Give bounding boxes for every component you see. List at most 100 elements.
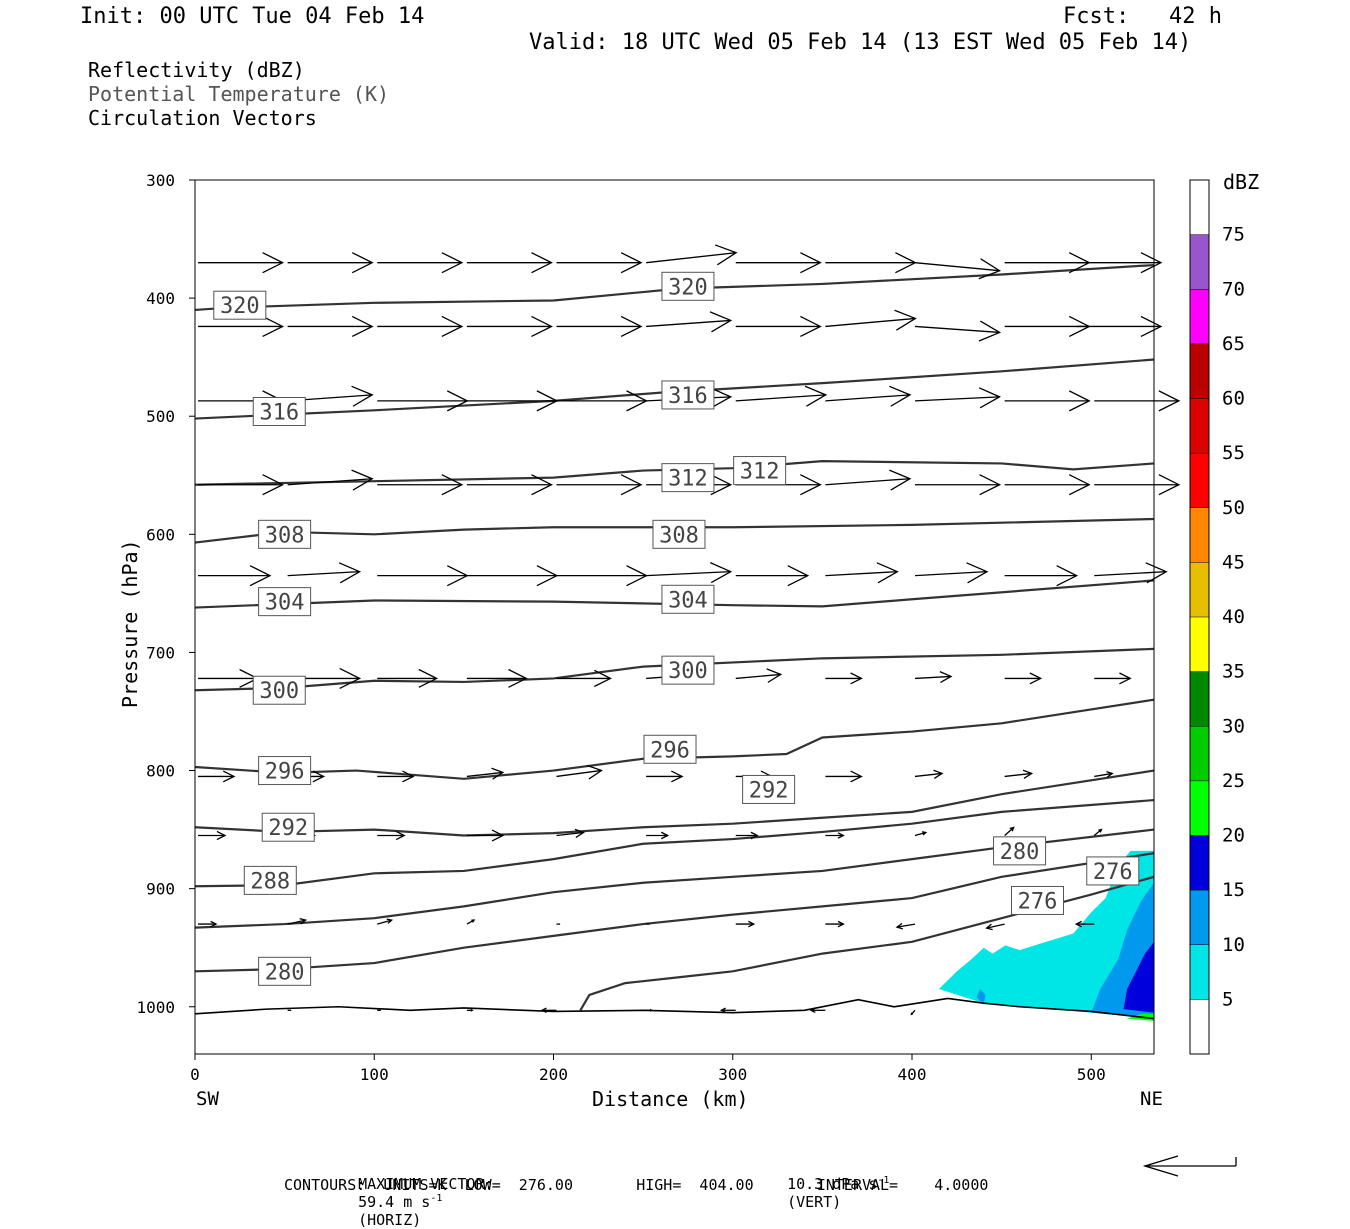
circulation-vector-head: [649, 1008, 653, 1012]
circulation-vector-head: [620, 315, 643, 338]
circulation-vector-head: [710, 387, 733, 409]
circulation-vector-head: [804, 385, 828, 407]
contour-label-box-312: [733, 456, 787, 486]
contour-label-box-300: [252, 675, 306, 705]
y-tick-label: 400: [146, 289, 175, 308]
circulation-vector-head: [837, 920, 845, 928]
circulation-vector-head: [1056, 565, 1079, 587]
contour-label-312: 312: [740, 460, 780, 485]
circulation-vector: [914, 396, 1000, 402]
contour-label-280: 280: [265, 960, 305, 985]
circulation-vector-head: [1158, 474, 1181, 496]
circulation-vector-head: [531, 252, 553, 274]
circulation-vector: [377, 919, 392, 925]
circulation-vector-head: [386, 918, 394, 924]
circulation-vector-head: [889, 385, 912, 407]
circulation-vector-head: [594, 669, 612, 688]
y-tick-label: 600: [146, 525, 175, 544]
contour-label-276: 276: [1018, 889, 1058, 914]
reflectivity-area-5: [938, 850, 1154, 1019]
contour-label-312: 312: [668, 467, 708, 492]
colorbar-segment: [1190, 453, 1209, 508]
vector-layer: [198, 244, 1181, 1016]
colorbar-segment: [1190, 726, 1209, 781]
field-vectors: Circulation Vectors: [88, 106, 317, 130]
circulation-vector-head: [1068, 390, 1091, 412]
circulation-vector-head: [748, 920, 756, 928]
colorbar-label: 70: [1222, 278, 1245, 300]
theta-contour-300: [194, 647, 1155, 692]
circulation-vector: [914, 262, 1000, 272]
circulation-vector-head: [351, 385, 374, 407]
theta-contour-292: [194, 769, 1155, 837]
contour-label-292: 292: [749, 778, 789, 803]
circulation-vector-head: [262, 474, 285, 496]
circulation-vector: [287, 919, 306, 925]
colorbar-label: 45: [1222, 551, 1245, 573]
x-axis-left-label: SW: [196, 1088, 219, 1110]
circulation-vector-head: [978, 258, 1002, 280]
forecast-hour: Fcst: 42 h: [1063, 4, 1222, 29]
circulation-vector-head: [471, 919, 476, 923]
circulation-vector-head: [1145, 562, 1168, 584]
circulation-vector-head: [1009, 826, 1015, 832]
circulation-vector-head: [620, 474, 643, 496]
circulation-vector-head: [574, 828, 585, 838]
y-tick-label: 500: [146, 407, 175, 426]
circulation-vector-head: [339, 667, 362, 689]
circulation-vector-head: [418, 668, 439, 688]
contour-label-box-296: [258, 756, 312, 786]
circulation-vector-head: [1029, 672, 1043, 685]
contour-label-280: 280: [1000, 840, 1040, 865]
circulation-vector: [914, 831, 926, 837]
circulation-vector-head: [850, 770, 863, 783]
circulation-vector-head: [299, 917, 308, 925]
contour-label-box-276: [1010, 885, 1064, 915]
colorbar-segment: [1190, 398, 1209, 454]
circulation-vector-head: [910, 1012, 914, 1016]
circulation-vector: [735, 394, 826, 402]
contour-label-300: 300: [668, 659, 708, 684]
circulation-vector-head: [933, 769, 944, 779]
circulation-vector-head: [978, 387, 1002, 409]
circulation-vector: [825, 317, 916, 328]
reflectivity-area-10: [976, 989, 986, 1005]
circulation-vector-head: [889, 469, 912, 491]
contour-label-304: 304: [668, 588, 708, 613]
colorbar-segment: [1190, 890, 1209, 945]
circulation-vector-head: [800, 315, 822, 338]
colorbar-label: 55: [1222, 442, 1245, 464]
x-tick-label: 500: [1077, 1065, 1106, 1084]
x-axis-title: Distance (km): [592, 1087, 749, 1111]
circulation-vector-head: [978, 320, 1002, 342]
reflectivity-area-15: [1123, 941, 1154, 1013]
theta-contour-288: [194, 798, 1155, 888]
circulation-vector-head: [216, 830, 227, 841]
colorbar-label: 65: [1222, 333, 1245, 355]
colorbar-segment: [1190, 999, 1209, 1054]
contour-label-308: 308: [659, 523, 699, 548]
contour-label-box-280: [993, 836, 1047, 866]
colorbar-label: 60: [1222, 388, 1245, 410]
circulation-vector-head: [586, 764, 603, 780]
colorbar-label: 25: [1222, 770, 1245, 792]
circulation-vector-head: [620, 252, 643, 274]
circulation-vector: [1094, 571, 1167, 577]
circulation-vector-head: [531, 474, 553, 496]
circulation-vector-head: [939, 671, 953, 683]
contour-label-box-316: [661, 380, 715, 410]
colorbar-segment: [1190, 617, 1209, 672]
circulation-vector-head: [1140, 252, 1163, 274]
axis-layer: 300 400 500 600 700 800 900 1000 0 100 200 300 400 50…: [136, 171, 1105, 1084]
theta-contour-316: [194, 358, 1155, 420]
horiz-exponent: -1: [430, 1193, 443, 1204]
circulation-vector-head: [351, 252, 374, 274]
colorbar-label: 15: [1222, 879, 1245, 901]
circulation-vector-head: [787, 565, 810, 587]
circulation-vector-head: [850, 672, 863, 685]
circulation-vector-head: [1119, 672, 1132, 685]
contour-label-288: 288: [250, 869, 290, 894]
colorbar-segment: [1190, 507, 1209, 563]
circulation-vector-head: [351, 469, 374, 491]
colorbar-segment: [1190, 289, 1209, 344]
